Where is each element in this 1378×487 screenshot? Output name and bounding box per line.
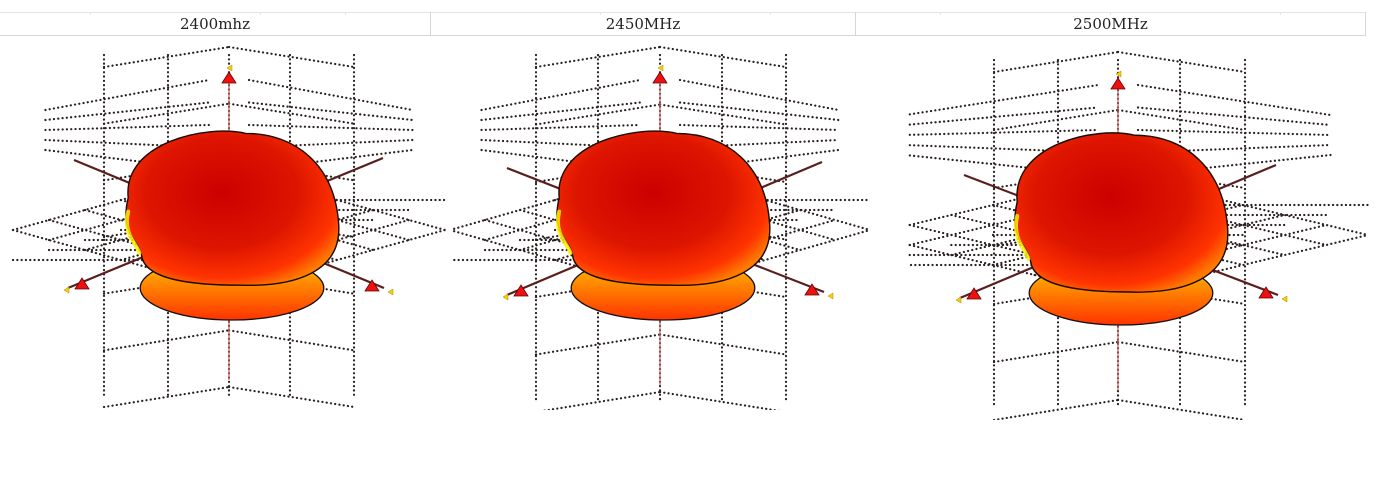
faint-gridline	[600, 12, 601, 15]
faint-gridline	[940, 12, 941, 15]
faint-gridline	[1110, 12, 1111, 15]
radiation-pattern-2450-icon	[452, 45, 872, 410]
faint-gridline	[1280, 12, 1281, 15]
axis-marker-icon	[804, 283, 834, 300]
column-divider	[1365, 12, 1366, 35]
radiation-pattern-2500-icon	[908, 50, 1370, 420]
axis-marker-icon	[221, 64, 237, 84]
faint-gridline	[260, 12, 261, 15]
axis-marker-icon	[502, 284, 529, 301]
axis-marker-icon	[1110, 70, 1126, 90]
axis-marker-icon	[955, 287, 982, 304]
axis-marker-icon	[364, 279, 394, 296]
header-bottom-border	[0, 35, 1366, 36]
faint-gridline	[90, 12, 91, 15]
header-cell-2400[interactable]: 2400mhz	[180, 15, 250, 33]
axis-marker-icon	[63, 277, 90, 294]
axis-marker-icon	[1258, 286, 1288, 303]
header-top-border	[0, 12, 1366, 13]
pattern-main-lobe	[1014, 132, 1229, 293]
header-cell-2450[interactable]: 2450MHz	[605, 15, 681, 33]
radiation-pattern-2400-icon	[11, 45, 447, 409]
faint-gridline	[770, 12, 771, 15]
column-divider	[430, 12, 431, 35]
column-divider	[855, 12, 856, 35]
pattern-main-lobe	[556, 130, 771, 287]
axis-marker-icon	[652, 64, 668, 84]
header-cell-2500[interactable]: 2500MHz	[1073, 15, 1148, 33]
pattern-main-lobe	[125, 130, 340, 287]
faint-gridline	[345, 12, 346, 15]
